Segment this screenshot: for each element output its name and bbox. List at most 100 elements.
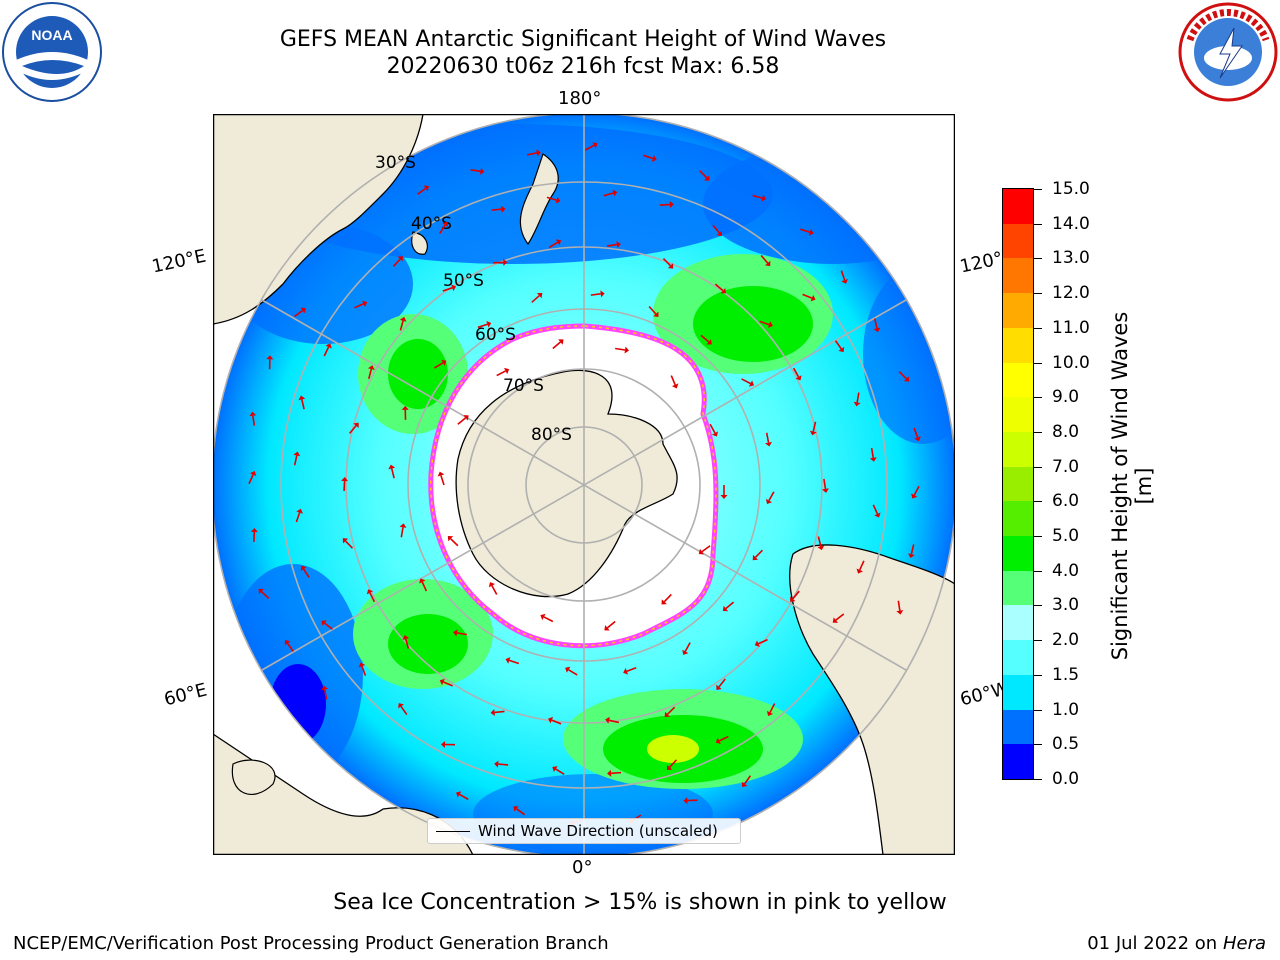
colorbar-tick-label: 0.5 (1052, 734, 1080, 755)
wave-direction-arrowhead (548, 716, 554, 724)
wave-direction-arrowhead (341, 477, 349, 482)
wave-direction-arrow (494, 710, 505, 714)
wave-direction-arrowhead (896, 610, 904, 615)
map-frame (212, 113, 956, 856)
colorbar-tick-label: 6.0 (1052, 491, 1080, 512)
wave-direction-arrow (491, 585, 498, 595)
wave-direction-arrow (643, 154, 654, 160)
wave-direction-arrow (823, 478, 827, 490)
wave-direction-arrowhead (505, 657, 511, 664)
wave-direction-arrowhead (367, 365, 375, 371)
wave-direction-arrow (603, 192, 614, 197)
wave-direction-arrowhead (552, 766, 558, 773)
colorbar-tick (1034, 570, 1042, 572)
colorbar (1002, 188, 1034, 780)
wave-direction-arrow (584, 144, 595, 151)
wave-direction-arrow (252, 415, 256, 426)
wave-direction-arrow (552, 341, 561, 350)
wave-direction-arrowhead (419, 578, 426, 584)
colorbar-tick (1034, 327, 1042, 329)
colorbar-segment (1003, 466, 1033, 502)
wave-direction-arrowhead (488, 582, 496, 588)
wave-direction-arrowhead (715, 737, 721, 745)
colorbar-segment (1003, 605, 1033, 641)
noaa-logo-icon: NOAA (0, 0, 104, 104)
wave-direction-arrow (392, 258, 401, 267)
wave-direction-arrowhead (666, 764, 673, 771)
wave-direction-arrow (439, 224, 446, 234)
wave-direction-arrow (856, 392, 860, 403)
wave-direction-arrowhead (296, 508, 303, 514)
wave-direction-arrowhead (764, 260, 771, 267)
wave-direction-arrow (615, 347, 626, 351)
wave-direction-arrowhead (832, 617, 839, 623)
wave-direction-arrowhead (249, 470, 257, 477)
wave-direction-arrowhead (447, 535, 454, 542)
wave-direction-arrowhead (456, 791, 462, 798)
footer-date-text: 01 Jul 2022 on (1087, 933, 1218, 954)
wave-direction-arrow (792, 367, 800, 378)
lat-label-50s: 50°S (443, 271, 484, 291)
wave-direction-arrowhead (300, 565, 307, 572)
wave-direction-arrowhead (704, 175, 710, 181)
wave-direction-arrow (714, 283, 724, 292)
wave-direction-arrowhead (250, 527, 258, 533)
colorbar-tick-label: 7.0 (1052, 456, 1080, 477)
wave-direction-arrowhead (442, 221, 449, 228)
wave-direction-arrow (405, 638, 410, 649)
wave-direction-arrow (400, 527, 404, 538)
colorbar-segment (1003, 189, 1033, 225)
wave-direction-arrow (590, 293, 601, 296)
colorbar-tick (1034, 466, 1042, 468)
wave-direction-arrowhead (873, 327, 881, 333)
wave-direction-arrowhead (869, 457, 877, 462)
colorbar-tick (1034, 362, 1042, 364)
colorbar-tick-label: 4.0 (1052, 560, 1080, 581)
wave-direction-arrowhead (667, 263, 674, 269)
lat-label-70s: 70°S (503, 376, 544, 396)
wave-direction-arrowhead (683, 797, 688, 805)
wave-direction-arrow (286, 642, 294, 652)
wave-direction-arrowhead (555, 239, 562, 246)
colorbar-segment (1003, 744, 1033, 780)
footer-date: 01 Jul 2022 on Hera (1087, 933, 1266, 954)
wave-direction-arrowhead (748, 380, 755, 387)
wave-direction-arrowhead (716, 230, 723, 237)
wave-direction-arrowhead (853, 401, 861, 407)
wave-direction-arrow (543, 616, 554, 623)
wave-direction-arrowhead (437, 471, 445, 477)
colorbar-tick-label: 11.0 (1052, 317, 1090, 338)
wave-direction-arrow (421, 581, 428, 592)
lon-label-0: 0° (572, 857, 593, 878)
wave-direction-arrow (834, 340, 842, 350)
wave-direction-arrow (872, 504, 879, 515)
colorbar-tick (1034, 744, 1042, 746)
wave-direction-arrow (450, 538, 459, 547)
colorbar-tick (1034, 536, 1042, 538)
wave-direction-arrow (293, 455, 298, 466)
wave-direction-arrowhead (536, 293, 543, 299)
lat-label-30s: 30°S (375, 153, 416, 173)
lat-label-60s: 60°S (475, 325, 516, 345)
wave-direction-arrow (626, 666, 637, 673)
wave-direction-arrow (743, 775, 752, 785)
wave-direction-arrow (295, 512, 301, 523)
wave-direction-arrow (526, 152, 538, 156)
colorbar-tick (1034, 397, 1042, 399)
wave-direction-arrow (662, 257, 672, 267)
wave-direction-arrowhead (752, 554, 759, 561)
wave-direction-arrow (344, 540, 354, 549)
wave-direction-arrow (913, 485, 920, 496)
colorbar-tick-label: 12.0 (1052, 283, 1090, 304)
wave-direction-arrow (509, 659, 520, 665)
wave-direction-arrowhead (321, 620, 327, 626)
wave-direction-arrow (361, 665, 367, 676)
wave-direction-arrowhead (767, 321, 773, 328)
wave-direction-arrowhead (841, 278, 848, 284)
wave-direction-arrowhead (795, 375, 802, 381)
colorbar-tick-label: 9.0 (1052, 387, 1080, 408)
wave-direction-arrowhead (540, 613, 546, 621)
wave-direction-arrowhead (766, 710, 774, 716)
wave-direction-arrowhead (266, 355, 274, 360)
wave-direction-arrowhead (607, 769, 612, 777)
